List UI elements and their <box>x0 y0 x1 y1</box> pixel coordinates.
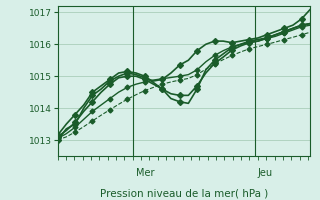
Text: Jeu: Jeu <box>257 168 272 178</box>
Text: Mer: Mer <box>136 168 155 178</box>
Text: Pression niveau de la mer( hPa ): Pression niveau de la mer( hPa ) <box>100 189 268 199</box>
